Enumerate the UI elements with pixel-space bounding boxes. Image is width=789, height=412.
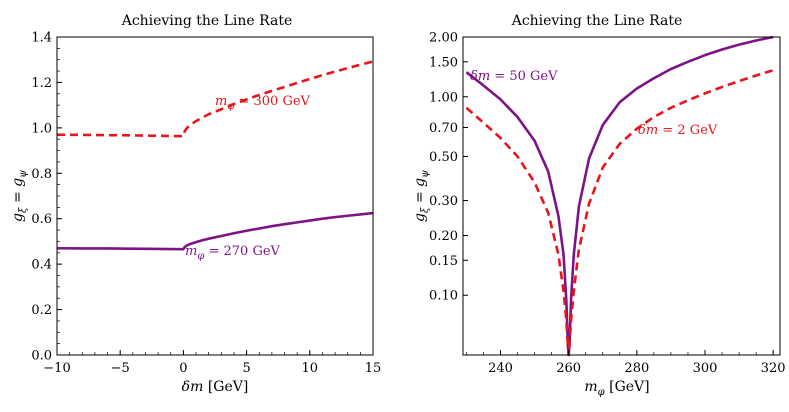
- series-label-0: mφ = 300 GeV: [215, 94, 311, 112]
- x-tick-label: −5: [111, 361, 130, 376]
- series-label-0: δm = 50 GeV: [470, 69, 558, 84]
- right-y-axis-label: gξ = gψ: [412, 170, 431, 222]
- y-tick-label: 1.00: [429, 90, 458, 105]
- y-tick-label: 0.50: [429, 150, 458, 165]
- x-tick-label: −10: [43, 361, 70, 376]
- series-line-0: [56, 60, 374, 138]
- y-tick-label: 0.70: [429, 121, 458, 136]
- x-tick-label: 280: [624, 361, 649, 376]
- x-tick-label: 15: [365, 361, 382, 376]
- series-line-0: [465, 35, 774, 357]
- x-tick-label: 320: [761, 361, 786, 376]
- y-tick-label: 0.30: [429, 194, 458, 209]
- left-y-axis-label: gξ = gψ: [10, 170, 29, 222]
- y-tick-label: 0.4: [31, 258, 52, 273]
- left-chart: Achieving the Line Rate −10 −5 0 5 10 15 0.0 0…: [10, 13, 381, 395]
- right-x-axis-label: mφ [GeV]: [584, 379, 649, 398]
- y-tick-label: 0.2: [31, 303, 52, 318]
- y-tick-label: 0.20: [429, 229, 458, 244]
- left-x-axis-label: δm [GeV]: [182, 379, 249, 395]
- left-plot-frame: [56, 36, 374, 356]
- series-line-1: [465, 69, 774, 357]
- x-tick-label: 10: [302, 361, 319, 376]
- right-chart: Achieving the Line Rate 240 260 280 300 320 …: [412, 13, 786, 398]
- y-tick-label: 0.0: [31, 349, 52, 364]
- y-tick-label: 1.0: [31, 121, 52, 136]
- y-tick-label: 1.4: [31, 31, 52, 46]
- y-tick-label: 0.15: [429, 254, 458, 269]
- y-tick-label: 2.00: [429, 31, 458, 46]
- series-label-1: mφ = 270 GeV: [185, 244, 281, 262]
- x-tick-label: 300: [693, 361, 718, 376]
- right-chart-title: Achieving the Line Rate: [511, 13, 683, 29]
- y-tick-label: 0.10: [429, 289, 458, 304]
- series-label-1: δm = 2 GeV: [638, 123, 718, 138]
- series-line-1: [56, 211, 374, 251]
- x-tick-label: 5: [242, 361, 250, 376]
- x-tick-label: 260: [556, 361, 581, 376]
- x-tick-label: 0: [179, 361, 187, 376]
- y-tick-label: 1.50: [429, 55, 458, 70]
- x-tick-label: 240: [488, 361, 513, 376]
- right-plot-frame: [462, 36, 781, 356]
- y-tick-label: 0.6: [31, 212, 52, 227]
- left-chart-title: Achieving the Line Rate: [121, 13, 293, 29]
- y-tick-label: 0.8: [31, 167, 52, 182]
- y-tick-label: 1.2: [31, 76, 52, 91]
